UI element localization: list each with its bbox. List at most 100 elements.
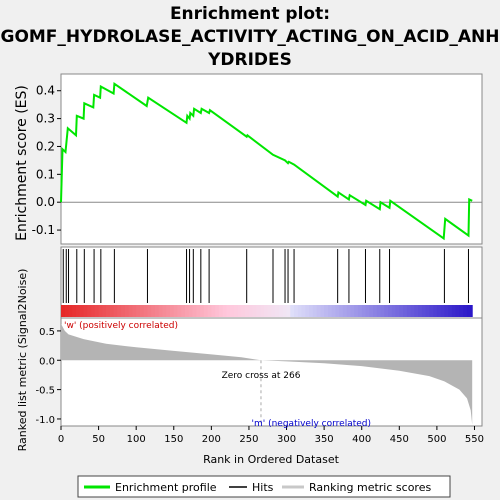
color-bar-segment <box>365 305 370 317</box>
color-bar-segment <box>448 305 453 317</box>
color-bar-segment <box>380 305 385 317</box>
color-bar-segment <box>339 305 344 317</box>
metric-x-tick-label: 550 <box>465 434 484 445</box>
metric-x-tick-label: 50 <box>92 434 105 445</box>
ranking-color-bar <box>61 305 473 317</box>
color-bar-segment <box>399 305 404 317</box>
color-bar-segment <box>271 305 276 317</box>
color-bar-segment <box>64 305 70 317</box>
es-y-axis-label: Enrichment score (ES) <box>14 85 30 241</box>
color-bar-segment <box>185 305 190 317</box>
color-bar-segment <box>106 305 111 317</box>
color-bar-segment <box>267 305 272 317</box>
es-y-tick-label: 0.4 <box>36 84 55 98</box>
color-bar-segment <box>279 305 284 317</box>
color-bar-segment <box>346 305 351 317</box>
color-bar-segment <box>305 305 310 317</box>
color-bar-segment <box>451 305 457 317</box>
metric-x-axis: 0 50 100 150 200 250 300 350 400 450 500 550 <box>58 426 484 445</box>
metric-x-tick-label: 300 <box>277 434 296 445</box>
color-bar-segment <box>248 305 254 317</box>
color-bar-segment <box>282 305 288 317</box>
color-bar-segment <box>290 305 295 317</box>
color-bar-segment <box>132 305 137 317</box>
metric-x-tick-label: 250 <box>239 434 258 445</box>
chart-title-line-1: Enrichment plot: <box>170 4 330 24</box>
color-bar-segment <box>275 305 280 317</box>
color-bar-segment <box>215 305 220 317</box>
color-bar-segment <box>218 305 224 317</box>
color-bar-segment <box>68 305 73 317</box>
color-bar-segment <box>376 305 382 317</box>
color-bar-segment <box>444 305 449 317</box>
metric-x-tick-label: 450 <box>390 434 409 445</box>
color-bar-segment <box>211 305 216 317</box>
es-y-tick-label: 0.1 <box>36 167 55 181</box>
color-bar-segment <box>384 305 389 317</box>
color-bar-segment <box>395 305 400 317</box>
color-bar-segment <box>154 305 160 317</box>
es-y-tick-label: 0.3 <box>36 112 55 126</box>
color-bar-segment <box>463 305 468 317</box>
color-bar-segment <box>436 305 442 317</box>
color-bar-segment <box>294 305 299 317</box>
legend-hits-label: Hits <box>252 481 274 494</box>
zero-cross-label: Zero cross at 266 <box>222 371 301 381</box>
legend-metric-label: Ranking metric scores <box>309 481 431 494</box>
color-bar-segment <box>72 305 77 317</box>
color-bar-segment <box>372 305 378 317</box>
metric-x-axis-label: Rank in Ordered Dataset <box>203 453 340 466</box>
color-bar-segment <box>286 305 291 317</box>
color-bar-segment <box>335 305 340 317</box>
color-bar-segment <box>256 305 261 317</box>
color-bar-segment <box>455 305 460 317</box>
color-bar-segment <box>470 305 473 317</box>
color-bar-segment <box>391 305 397 317</box>
color-bar-segment <box>241 305 246 317</box>
es-y-tick-label: 0.0 <box>36 195 55 209</box>
color-bar-segment <box>433 305 438 317</box>
color-bar-segment <box>301 305 306 317</box>
color-bar-segment <box>139 305 145 317</box>
color-bar-segment <box>162 305 167 317</box>
color-bar-segment <box>342 305 348 317</box>
color-bar-segment <box>263 305 269 317</box>
color-bar-segment <box>128 305 133 317</box>
color-bar-segment <box>113 305 118 317</box>
legend-enrichment-label: Enrichment profile <box>115 481 217 494</box>
color-bar-segment <box>188 305 194 317</box>
color-bar-segment <box>237 305 242 317</box>
color-bar-segment <box>388 305 393 317</box>
color-bar-segment <box>98 305 103 317</box>
es-y-tick-label: -0.1 <box>32 223 55 237</box>
metric-x-tick-label: 350 <box>315 434 334 445</box>
chart-title-line-2: GOMF_HYDROLASE_ACTIVITY_ACTING_ON_ACID_A… <box>0 27 499 47</box>
color-bar-segment <box>361 305 366 317</box>
color-bar-segment <box>466 305 472 317</box>
color-bar-segment <box>158 305 163 317</box>
es-y-axis: -0.1 0.0 0.1 0.2 0.3 0.4 <box>32 84 61 237</box>
neg-correlated-label: 'm' (negatively correlated) <box>252 419 371 429</box>
color-bar-segment <box>203 305 209 317</box>
color-bar-segment <box>117 305 122 317</box>
color-bar-segment <box>102 305 107 317</box>
color-bar-segment <box>309 305 314 317</box>
color-bar-segment <box>429 305 434 317</box>
metric-y-axis-label: Ranked list metric (Signal2Noise) <box>16 269 29 452</box>
metric-x-tick-label: 100 <box>127 434 146 445</box>
color-bar-segment <box>245 305 250 317</box>
color-bar-segment <box>147 305 152 317</box>
metric-y-tick-label: -0.5 <box>35 386 55 397</box>
es-plot-area <box>60 73 483 245</box>
color-bar-segment <box>79 305 85 317</box>
color-bar-segment <box>414 305 419 317</box>
metric-y-axis: -1.0 -0.5 0.0 0.5 <box>35 327 61 426</box>
color-bar-segment <box>170 305 175 317</box>
color-bar-segment <box>297 305 303 317</box>
color-bar-segment <box>94 305 100 317</box>
color-bar-segment <box>181 305 186 317</box>
color-bar-segment <box>121 305 126 317</box>
color-bar-segment <box>83 305 88 317</box>
color-bar-segment <box>124 305 130 317</box>
